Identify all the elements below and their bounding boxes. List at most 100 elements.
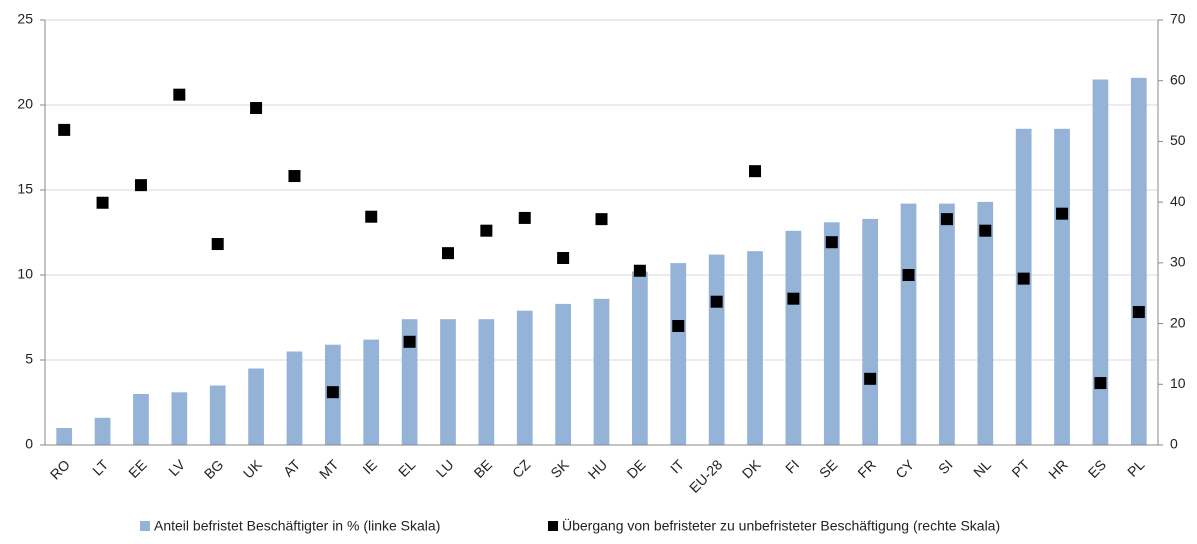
x-tick-label: IT [667,456,687,476]
marker [557,252,570,264]
bar [440,319,456,445]
x-tick-label: AT [280,456,304,480]
bar [363,339,380,445]
marker [787,292,800,305]
marker [480,224,493,237]
bar [823,222,840,445]
marker [595,213,608,226]
x-tick-label: EL [395,456,419,480]
x-tick-label: NL [970,456,994,480]
bar [401,319,418,445]
marker [1132,306,1145,319]
bar [862,218,879,445]
bar [747,251,763,445]
bar [171,392,188,445]
x-tick-label: SK [547,456,572,481]
x-tick-label: UK [240,456,266,482]
x-tick-label: LU [433,456,457,480]
bar [133,394,149,445]
marker [749,165,762,178]
bar [555,303,571,445]
y2-tick-label: 40 [1170,193,1186,209]
x-tick-label: PT [1008,456,1032,480]
x-tick-label: EE [125,456,150,481]
x-tick-label: HU [585,456,611,482]
marker [365,210,378,223]
bar [209,385,226,445]
x-tick-label: RO [47,456,73,482]
y2-tick-label: 20 [1170,314,1186,330]
y2-tick-label: 10 [1170,375,1186,391]
y2-tick-label: 50 [1170,132,1186,148]
bar [939,203,955,445]
x-tick-label: ES [1085,456,1110,481]
x-tick-label: FR [854,456,879,481]
bar [248,368,264,445]
bar [286,351,303,445]
legend-swatch [548,521,558,531]
marker [173,88,186,101]
bar [977,201,994,445]
bar [1054,128,1070,446]
marker [518,211,531,224]
x-tick-label: BG [201,456,227,482]
y2-tick-label: 30 [1170,254,1186,270]
marker [250,102,263,115]
x-tick-label: LT [89,456,111,478]
y-tick-label: 20 [17,96,33,112]
bar [670,263,687,445]
y2-tick-label: 60 [1170,71,1186,87]
x-tick-label: BE [471,456,496,481]
x-tick-label: HR [1045,456,1071,482]
x-tick-label: MT [316,456,342,482]
y-tick-label: 5 [25,351,33,367]
marker [441,247,454,260]
marker [403,335,416,348]
marker [134,179,147,192]
y-tick-label: 25 [17,11,33,27]
x-tick-label: DE [624,456,649,481]
y-tick-label: 15 [17,181,33,197]
x-tick-label: EU-28 [686,456,726,496]
legend-label: Anteil befristet Beschäftigter in % (lin… [154,518,440,534]
marker [710,295,723,308]
bar [593,298,610,445]
bar [56,428,73,445]
x-tick-label: SI [935,456,956,477]
marker [58,123,71,136]
x-tick-label: CZ [509,456,534,481]
bar [1092,79,1109,445]
marker [288,170,301,183]
bar [785,230,802,445]
marker [979,224,992,237]
y-tick-label: 0 [25,436,33,452]
marker [326,386,339,399]
marker [96,196,109,209]
x-tick-label: PL [1124,456,1148,480]
marker [825,236,838,249]
x-tick-label: SE [816,456,841,481]
marker [672,320,685,332]
bar [900,203,917,445]
marker [1094,377,1107,390]
marker [1017,272,1030,285]
marker [940,213,953,226]
bar [632,271,648,445]
x-tick-label: DK [739,456,765,482]
bar [516,310,533,445]
y2-tick-label: 0 [1170,436,1178,452]
x-tick-label: LV [165,456,188,479]
marker [902,269,915,281]
bar [1015,128,1032,446]
x-tick-label: IE [359,456,380,477]
bar [478,319,495,445]
marker [633,264,646,277]
y2-tick-label: 70 [1170,11,1186,27]
x-tick-label: FI [782,456,802,476]
legend-swatch [140,521,150,531]
bar [1130,77,1147,446]
legend-label: Übergang von befristeter zu unbefristete… [562,517,1000,534]
x-tick-label: CY [892,456,918,482]
marker [211,238,224,251]
